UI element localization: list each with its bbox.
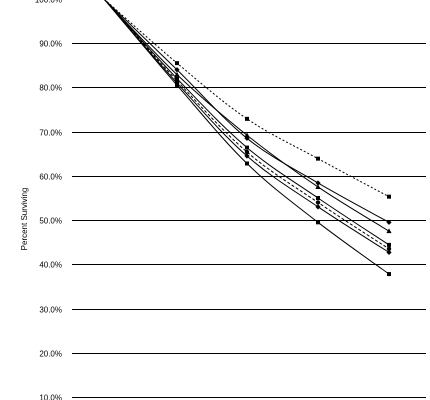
series-5-point (386, 246, 392, 252)
series-4-point (175, 76, 179, 81)
series-line-3 (104, 0, 390, 232)
y-tick-label: 20.0% (39, 350, 62, 359)
series-2-point (315, 180, 321, 186)
y-tick-label: 40.0% (39, 261, 62, 270)
series-line-1 (104, 0, 390, 198)
series-1-point (387, 194, 391, 199)
y-tick-label: 60.0% (39, 173, 62, 182)
series-1-point (245, 116, 249, 121)
y-tick-label: 50.0% (39, 217, 62, 226)
series-2-point (174, 67, 180, 73)
series-7-point (387, 272, 391, 277)
series-markers (174, 61, 392, 277)
y-tick-label: 80.0% (39, 84, 62, 93)
series-6-point (386, 249, 392, 255)
y-axis-title: Percent Surviving (20, 188, 29, 251)
series-3-point (386, 228, 392, 234)
series-line-5 (104, 0, 390, 250)
series-line-2 (104, 0, 390, 223)
series-3-point (244, 132, 250, 138)
y-tick-label: 100.0% (35, 0, 62, 5)
series-6-point (244, 153, 250, 159)
series-4-point (245, 145, 249, 150)
series-5-point (315, 200, 321, 205)
series-7-point (245, 161, 249, 166)
series-6-point (315, 204, 321, 210)
series-5-point (244, 149, 250, 155)
series-4-point (387, 242, 391, 247)
series-3-point (174, 71, 180, 77)
series-3-point (315, 184, 321, 189)
series-line-6 (104, 0, 390, 253)
series-4-point (316, 196, 320, 200)
series-7-point (175, 83, 179, 88)
y-tick-label: 30.0% (39, 306, 62, 315)
series-1-point (175, 61, 179, 66)
gridlines (72, 43, 426, 398)
series-1-point (316, 156, 320, 161)
y-tick-label: 90.0% (39, 40, 62, 49)
y-tick-label: 70.0% (39, 129, 62, 138)
y-tick-label: 10.0% (39, 394, 62, 400)
y-axis-tick-labels: 100.0% 90.0% 80.0% 70.0% 60.0% 50.0% 40.0% 30.0… (35, 0, 62, 400)
series-7-point (316, 220, 320, 225)
series-2-point (386, 219, 392, 225)
